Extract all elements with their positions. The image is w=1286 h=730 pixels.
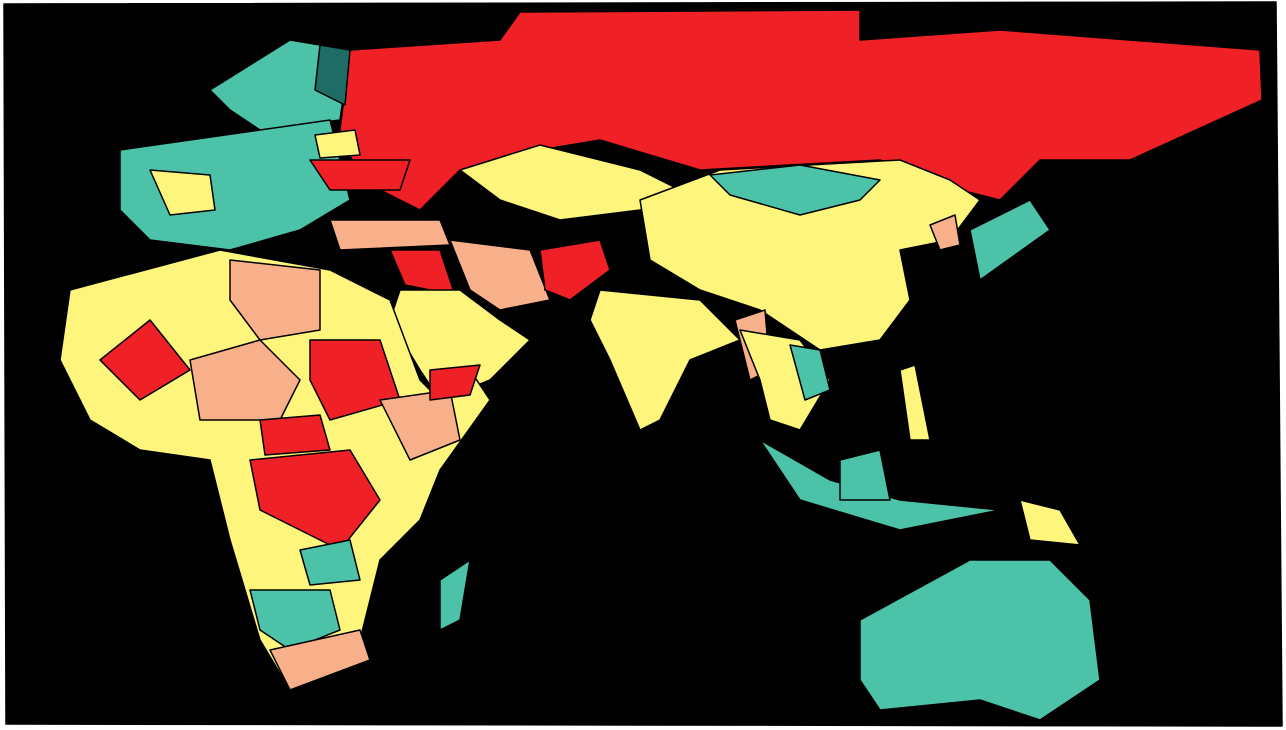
region — [309, 159, 411, 191]
region — [589, 289, 741, 431]
region — [329, 219, 451, 251]
region — [789, 344, 831, 401]
region — [379, 389, 461, 461]
region — [709, 164, 881, 216]
region — [439, 559, 471, 631]
region — [314, 44, 351, 106]
region — [209, 39, 351, 131]
region — [969, 199, 1051, 281]
region — [759, 439, 1001, 531]
region — [929, 214, 961, 251]
region — [299, 539, 361, 586]
region — [189, 339, 301, 421]
region — [309, 339, 401, 421]
region — [899, 364, 931, 441]
region — [99, 319, 191, 401]
region — [339, 9, 1263, 211]
region — [1019, 499, 1081, 546]
region — [449, 239, 551, 311]
region — [259, 414, 331, 456]
region — [314, 129, 361, 159]
region — [639, 159, 981, 351]
region — [229, 259, 321, 341]
region — [269, 629, 371, 691]
region — [839, 449, 891, 501]
region — [429, 364, 481, 401]
region — [149, 169, 216, 216]
region — [859, 559, 1101, 721]
region — [539, 239, 611, 301]
region — [249, 449, 381, 551]
